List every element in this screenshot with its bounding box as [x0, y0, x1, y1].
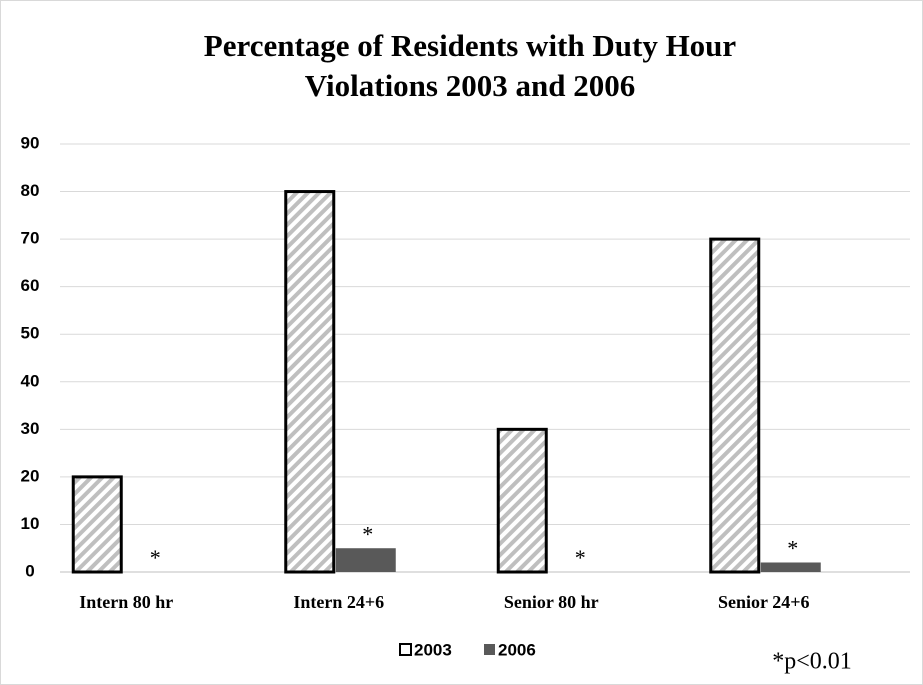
y-tick-label: 30 — [21, 419, 40, 438]
bar — [335, 548, 396, 572]
annotation: * — [575, 545, 586, 570]
legend-label: 2006 — [498, 640, 536, 659]
bar — [284, 190, 336, 574]
footnote: *p<0.01 — [772, 649, 852, 675]
y-tick-label: 80 — [21, 181, 40, 200]
y-tick-label: 50 — [21, 324, 40, 343]
x-tick-label: Intern 80 hr — [79, 592, 173, 612]
annotation: * — [787, 536, 798, 561]
annotation: * — [362, 521, 373, 546]
bar — [760, 562, 821, 572]
legend-swatch — [399, 643, 412, 656]
legend-swatch — [484, 644, 495, 655]
y-tick-label: 60 — [21, 276, 40, 295]
bar — [496, 427, 548, 574]
chart-title: Percentage of Residents with Duty Hour V… — [203, 28, 737, 103]
y-tick-label: 90 — [21, 133, 40, 152]
y-tick-label: 40 — [21, 371, 40, 390]
bar — [709, 237, 761, 574]
x-tick-label: Senior 80 hr — [504, 592, 599, 612]
y-tick-label: 20 — [21, 466, 40, 485]
x-tick-label: Intern 24+6 — [293, 592, 384, 612]
x-tick-label: Senior 24+6 — [718, 592, 809, 612]
annotation: * — [150, 545, 161, 570]
y-tick-label: 70 — [21, 229, 40, 248]
y-tick-label: 10 — [21, 514, 40, 533]
bar — [71, 475, 123, 574]
y-tick-label: 0 — [25, 561, 34, 580]
legend-label: 2003 — [414, 640, 452, 659]
